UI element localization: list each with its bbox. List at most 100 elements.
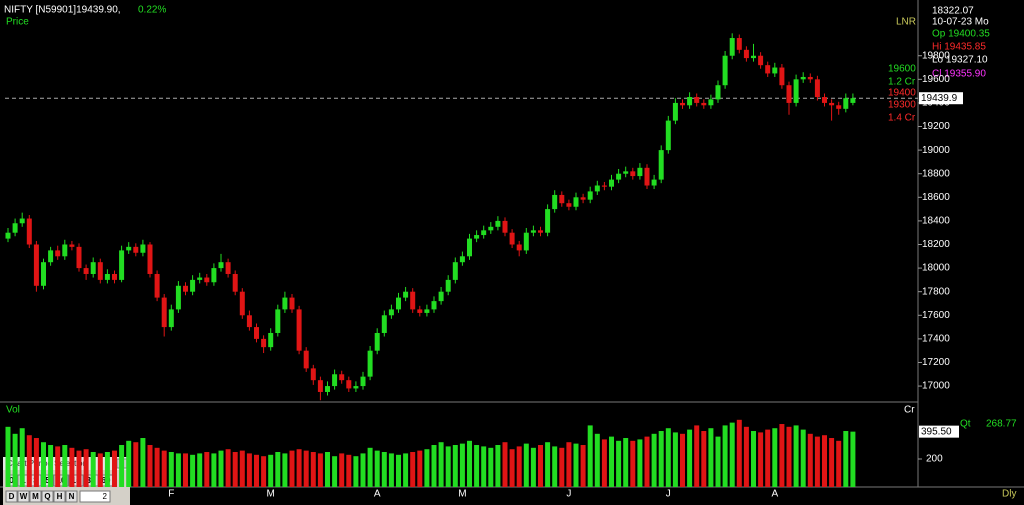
overlay-label: 19300 <box>888 100 916 111</box>
period-input[interactable] <box>79 490 111 503</box>
volume-bar <box>133 442 139 487</box>
volume-bar <box>12 433 18 487</box>
volume-bar <box>126 440 132 487</box>
candle-body <box>687 97 693 106</box>
y-tick-label: 18400 <box>922 216 950 227</box>
y-tick-label: 19200 <box>922 121 950 132</box>
volume-bar <box>104 452 110 487</box>
info-high: Hi 19435.85 <box>932 42 986 53</box>
volume-bar <box>41 442 46 487</box>
volume-bar <box>367 447 373 487</box>
volume-bar <box>339 453 345 487</box>
candle-body <box>474 235 480 239</box>
volume-unit: Cr <box>904 405 915 416</box>
volume-bar <box>786 426 792 487</box>
candle-body <box>388 309 394 316</box>
volume-bar <box>346 454 352 487</box>
volume-bar <box>381 452 387 487</box>
candle-body <box>310 368 316 381</box>
candle-body <box>523 232 529 251</box>
volume-bar <box>637 439 643 487</box>
candle-body <box>48 250 54 263</box>
volume-bar <box>90 452 96 487</box>
candle-body <box>147 244 153 274</box>
candle-body <box>140 244 146 253</box>
x-tick-label: M <box>267 489 275 500</box>
y-tick-label: 17400 <box>922 334 950 345</box>
candle-body <box>424 309 430 313</box>
period-button[interactable] <box>17 490 30 503</box>
volume-bar <box>296 449 302 487</box>
period-button[interactable] <box>29 490 42 503</box>
candle-body <box>680 102 685 106</box>
period-button[interactable] <box>53 490 66 503</box>
x-tick-label: M <box>458 489 466 500</box>
candle-body <box>339 374 345 381</box>
volume-bar <box>729 422 735 487</box>
y-tick-label: 19000 <box>922 145 950 156</box>
candle-body <box>644 167 650 186</box>
candle-body <box>346 380 352 389</box>
volume-bar <box>672 432 678 487</box>
candle-body <box>55 250 61 257</box>
candle-body <box>616 173 622 180</box>
period-button[interactable] <box>5 490 18 503</box>
x-tick-label: A <box>374 489 381 500</box>
x-tick-label: F <box>168 489 174 500</box>
volume-label: Vol <box>6 405 20 416</box>
volume-bar <box>765 429 771 487</box>
candle-body <box>481 230 487 236</box>
volume-bar <box>317 453 323 487</box>
period-button[interactable] <box>65 490 78 503</box>
candle-body <box>601 185 607 187</box>
candle-body <box>431 301 437 310</box>
volume-bar <box>183 453 188 487</box>
candle-body <box>545 209 551 233</box>
price-label: Price <box>6 17 29 28</box>
volume-bar <box>708 428 714 487</box>
volume-bar <box>232 452 238 487</box>
candle-body <box>282 297 288 310</box>
volume-bar <box>509 449 515 487</box>
volume-bar <box>26 435 32 487</box>
candle-body <box>467 238 472 257</box>
candle-body <box>758 55 764 66</box>
volume-bar <box>310 452 316 487</box>
period-button[interactable] <box>68 474 84 487</box>
volume-bar <box>289 450 295 487</box>
volume-box <box>919 425 959 438</box>
candle-body <box>559 194 565 204</box>
volume-bar <box>225 449 231 487</box>
candle-body <box>800 76 806 80</box>
header: NIFTY [N59901]19439.90, <box>4 5 121 16</box>
candle-body <box>175 285 181 310</box>
candle-body <box>133 246 139 253</box>
volume-bar <box>97 453 103 487</box>
candle-body <box>786 85 792 103</box>
y-tick-label: 19600 <box>922 74 950 85</box>
candle-body <box>225 262 231 274</box>
candle-body <box>239 291 245 316</box>
volume-bar <box>516 446 522 487</box>
period-button-label: W <box>20 492 28 501</box>
candle-body <box>403 291 409 298</box>
period-button[interactable] <box>53 474 69 487</box>
candle-body <box>69 244 75 247</box>
candle-body <box>637 167 643 177</box>
volume-bar <box>800 429 806 487</box>
candle-body <box>296 309 302 351</box>
candle-body <box>104 273 110 280</box>
candle-body <box>112 273 117 280</box>
candle-body <box>552 194 558 210</box>
volume-bar <box>261 456 267 487</box>
volume-bar <box>814 436 820 487</box>
period-button[interactable] <box>41 490 54 503</box>
volume-bar <box>552 446 558 487</box>
overlay-label: 19400 <box>888 88 916 99</box>
volume-bar <box>566 442 572 487</box>
volume-bar <box>119 445 125 487</box>
candle-body <box>232 273 238 292</box>
volume-bar <box>694 425 700 487</box>
volume-bar <box>275 452 281 487</box>
candle-body <box>303 350 309 369</box>
